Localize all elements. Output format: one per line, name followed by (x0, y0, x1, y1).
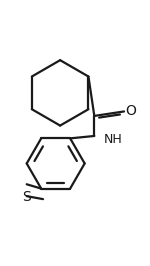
Text: S: S (22, 190, 31, 204)
Text: O: O (125, 105, 136, 118)
Text: NH: NH (104, 133, 123, 146)
